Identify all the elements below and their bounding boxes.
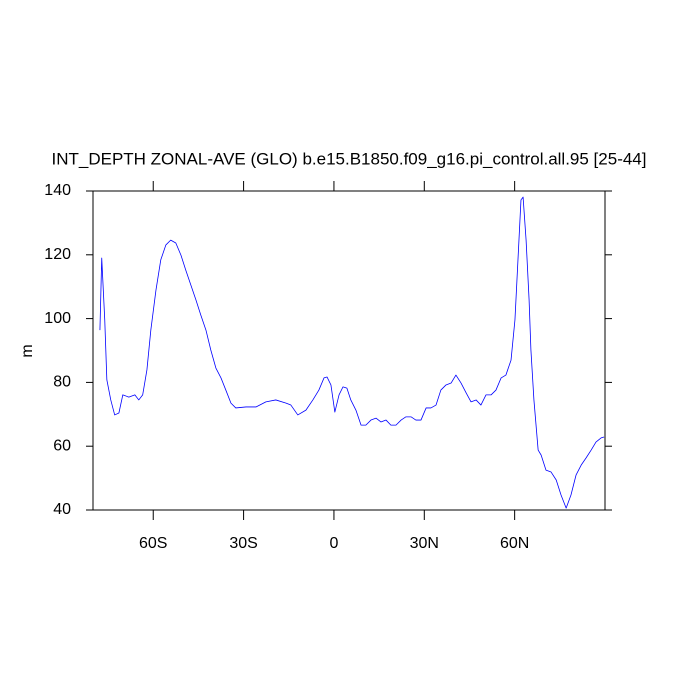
x-tick-label: 0 [329, 535, 338, 552]
y-tick-label: 120 [44, 246, 71, 263]
x-tick-label: 30S [229, 535, 257, 552]
y-tick-label: 100 [44, 310, 71, 327]
chart-title: INT_DEPTH ZONAL-AVE (GLO) b.e15.B1850.f0… [52, 149, 647, 168]
y-tick-label: 60 [53, 437, 71, 454]
y-tick-label: 80 [53, 374, 71, 391]
plot-frame [92, 190, 606, 511]
data-line [99, 196, 605, 509]
x-tick-label: 60N [500, 535, 529, 552]
y-tick-label: 40 [53, 501, 71, 518]
y-tick-label: 140 [44, 182, 71, 199]
x-tick-label: 30N [410, 535, 439, 552]
x-tick-label: 60S [139, 535, 167, 552]
y-axis-label: m [19, 344, 36, 357]
